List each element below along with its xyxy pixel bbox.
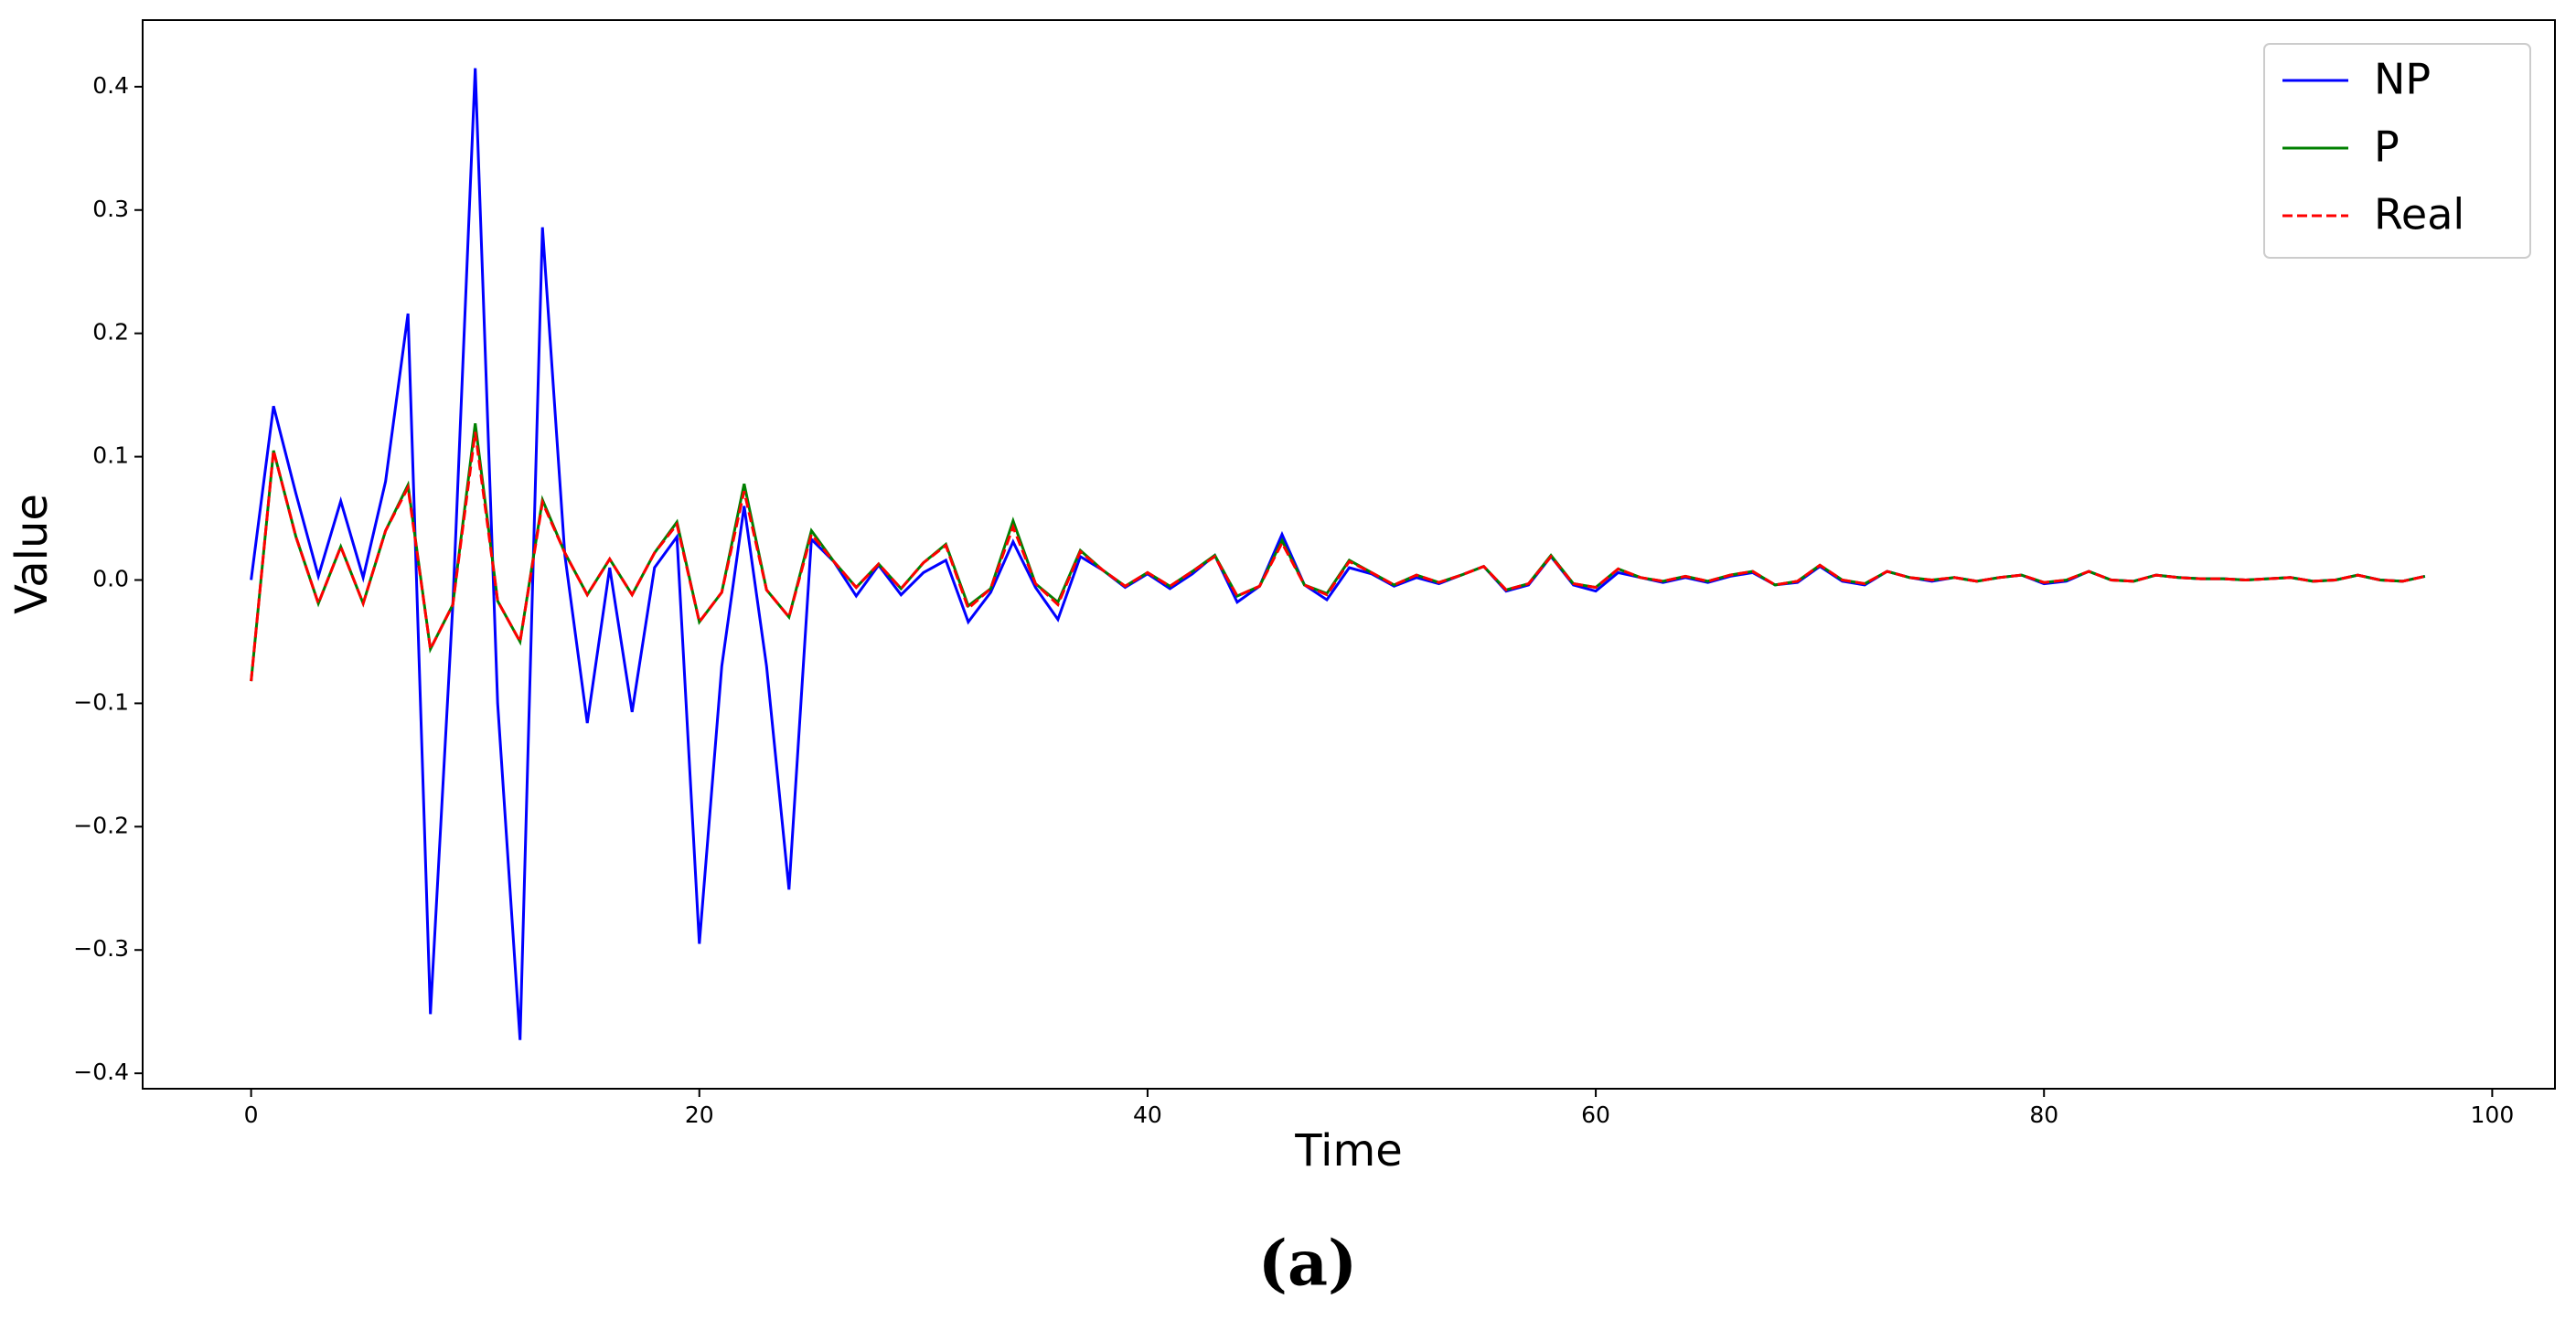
- x-tick-label: 40: [1133, 1102, 1162, 1128]
- legend-box: [2263, 43, 2531, 259]
- y-tick-label: 0.3: [92, 196, 129, 222]
- y-tick-label: −0.1: [73, 688, 129, 715]
- legend-label: NP: [2374, 55, 2431, 104]
- legend-label: P: [2374, 122, 2400, 172]
- y-tick-label: −0.3: [73, 935, 129, 962]
- y-tick-label: −0.4: [73, 1059, 129, 1085]
- legend-label: Real: [2374, 190, 2464, 240]
- y-tick-label: −0.2: [73, 812, 129, 838]
- series-line: [250, 68, 2426, 1040]
- x-tick-label: 60: [1581, 1102, 1610, 1128]
- caption: (a): [1258, 1228, 1357, 1301]
- y-tick-label: 0.4: [92, 72, 129, 99]
- x-tick-label: 80: [2029, 1102, 2058, 1128]
- y-axis-label: Value: [6, 494, 58, 614]
- x-tick-label: 0: [244, 1102, 259, 1128]
- x-tick-label: 100: [2471, 1102, 2515, 1128]
- plot-frame: [142, 19, 2556, 1090]
- x-tick-label: 20: [685, 1102, 714, 1128]
- series-line: [250, 431, 2426, 682]
- y-tick-label: 0.0: [92, 565, 129, 591]
- x-axis-label: Time: [1294, 1125, 1402, 1176]
- y-tick-label: 0.2: [92, 319, 129, 346]
- y-tick-label: 0.1: [92, 442, 129, 469]
